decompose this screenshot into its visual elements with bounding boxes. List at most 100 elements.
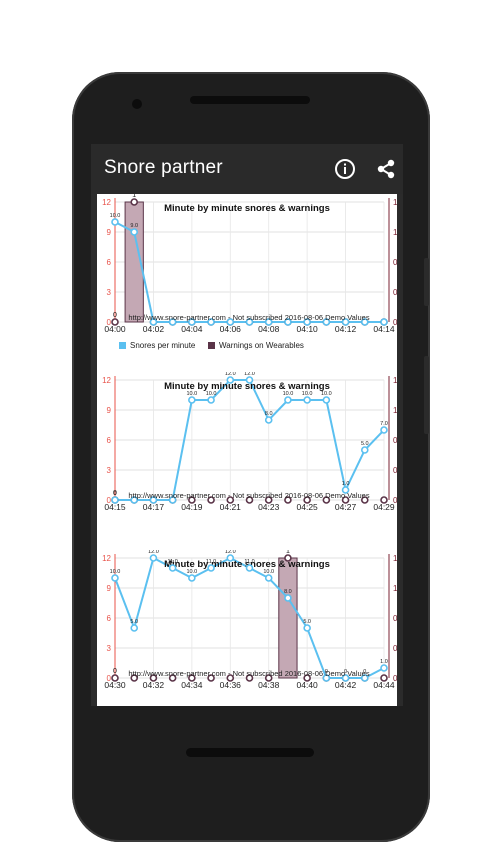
app-bar: Snore partner <box>91 144 403 194</box>
snore-data-label: 9.0 <box>130 223 138 229</box>
warning-point <box>168 674 177 682</box>
x-tick-label: 04:21 <box>220 502 242 512</box>
warning-point <box>303 674 311 682</box>
snore-point <box>341 674 350 682</box>
snore-point <box>226 376 235 384</box>
left-axis-tick-label: 9 <box>107 584 112 593</box>
snore-data-label: 10.0 <box>206 391 217 397</box>
snore-point <box>380 426 388 434</box>
snore-point <box>360 674 369 682</box>
left-axis-tick-label: 0 <box>107 674 112 683</box>
snore-data-label: 10.0 <box>263 569 274 575</box>
watermark-text: http://www.snore-partner.com - Not subsc… <box>128 491 369 500</box>
share-icon[interactable] <box>372 155 400 183</box>
x-tick-label: 04:10 <box>297 324 319 334</box>
left-axis-tick-label: 6 <box>107 258 112 267</box>
snore-point <box>284 594 292 602</box>
warning-point <box>207 674 215 682</box>
snore-point <box>188 318 196 326</box>
snore-data-label: 8.0 <box>265 411 273 417</box>
snore-point <box>264 574 273 582</box>
left-axis-tick-label: 3 <box>107 466 112 475</box>
warning-point <box>226 674 235 682</box>
snore-point <box>245 318 254 326</box>
x-tick-label: 04:38 <box>258 680 280 690</box>
power-button[interactable] <box>424 356 429 434</box>
warning-point <box>149 674 158 682</box>
x-tick-label: 04:15 <box>104 502 126 512</box>
x-tick-label: 04:32 <box>143 680 165 690</box>
warning-point <box>284 554 292 562</box>
warning-point <box>188 496 196 504</box>
right-axis-tick-label: 0 <box>393 466 397 475</box>
snore-data-label: 12.0 <box>244 372 255 377</box>
left-axis-tick-label: 12 <box>102 198 111 207</box>
snore-data-label: 8.0 <box>284 589 292 595</box>
snore-data-label: 0 <box>363 669 366 675</box>
x-tick-label: 04:06 <box>220 324 242 334</box>
snore-point <box>264 416 273 424</box>
snore-point <box>226 554 235 562</box>
x-tick-label: 04:27 <box>335 502 357 512</box>
warning-point <box>245 496 254 504</box>
x-tick-label: 04:19 <box>181 502 203 512</box>
warning-point <box>380 674 388 682</box>
snore-data-label: 10.0 <box>110 213 121 219</box>
left-axis-tick-label: 0 <box>107 496 112 505</box>
snore-data-label: 12.0 <box>225 372 236 377</box>
x-tick-label: 04:02 <box>143 324 165 334</box>
snore-point <box>188 396 196 404</box>
snore-point <box>168 496 177 504</box>
legend-swatch-snores <box>119 342 126 349</box>
chart-list[interactable]: 0 0 3 0 6 0 9 1 12 1 Minute by minute snores & war… <box>97 194 397 706</box>
legend-label-snores: Snores per minute <box>130 341 196 350</box>
snore-point <box>380 664 388 672</box>
snore-point <box>322 318 331 326</box>
warning-point <box>284 496 292 504</box>
snore-point <box>130 496 139 504</box>
volume-button[interactable] <box>424 258 429 306</box>
warning-point <box>245 674 254 682</box>
snore-data-label: 5.0 <box>303 619 311 625</box>
right-axis-tick-label: 1 <box>393 406 397 415</box>
right-axis-tick-label: 1 <box>393 228 397 237</box>
left-axis-tick-label: 3 <box>107 288 112 297</box>
snore-point <box>188 574 196 582</box>
warning-data-label: 0 <box>113 490 117 497</box>
x-tick-label: 04:34 <box>181 680 203 690</box>
left-axis-tick-label: 12 <box>102 376 111 385</box>
snore-point <box>284 396 292 404</box>
snore-data-label: 10.0 <box>302 391 313 397</box>
snore-point <box>380 318 388 326</box>
right-axis-tick-label: 0 <box>393 258 397 267</box>
snore-point <box>111 574 119 582</box>
front-camera <box>132 99 142 109</box>
snore-point <box>149 318 158 326</box>
info-icon[interactable] <box>331 155 359 183</box>
warning-bar <box>278 557 298 679</box>
x-tick-label: 04:04 <box>181 324 203 334</box>
snore-data-label: 10.0 <box>283 391 294 397</box>
chart-title: Minute by minute snores & warnings <box>164 559 330 570</box>
warning-point <box>207 496 215 504</box>
snore-data-label: 11.0 <box>206 559 216 565</box>
warning-point <box>226 496 235 504</box>
warning-point <box>111 318 119 326</box>
snore-point <box>322 674 331 682</box>
x-tick-label: 04:42 <box>335 680 357 690</box>
snore-chart-1: 0 0 3 0 6 0 9 1 12 1 Minute by minute snores & war… <box>97 194 397 374</box>
screen: Snore partner 0 0 3 0 6 0 9 1 12 1 Minute by minut… <box>91 144 403 706</box>
snore-data-label: 10.0 <box>321 391 332 397</box>
x-tick-label: 04:44 <box>373 680 395 690</box>
left-axis-tick-label: 6 <box>107 436 112 445</box>
snore-point <box>245 564 254 572</box>
snore-point <box>303 396 311 404</box>
snore-data-label: 1.0 <box>380 659 388 665</box>
warning-point <box>130 674 139 682</box>
left-axis-tick-label: 9 <box>107 228 112 237</box>
watermark-text: http://www.snore-partner.com - Not subsc… <box>128 313 369 322</box>
snore-data-label: 7.0 <box>380 421 388 427</box>
snore-point <box>130 228 139 236</box>
snore-point <box>303 624 311 632</box>
warning-point <box>341 496 350 504</box>
